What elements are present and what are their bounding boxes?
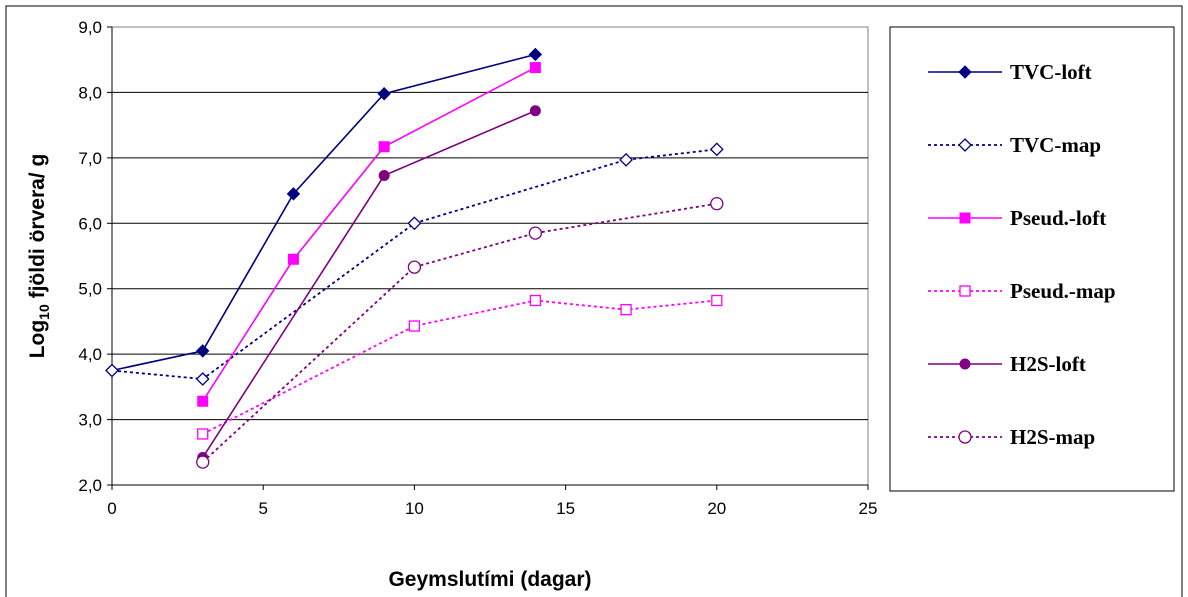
data-point xyxy=(408,320,421,332)
data-point xyxy=(528,47,543,62)
legend-item: TVC-map xyxy=(928,133,1101,157)
legend-label: TVC-loft xyxy=(1010,60,1092,84)
plot-area xyxy=(111,26,869,486)
y-axis-title-main: Log xyxy=(26,320,49,358)
data-point xyxy=(377,87,391,101)
legend: TVC-loft TVC-map Pseud.-loft Pseud.-map H2S-… xyxy=(928,60,1116,449)
y-axis-title: Log10 fjöldi örvera/ g xyxy=(26,154,52,359)
x-tick-labels: 0 5 10 15 20 25 xyxy=(107,499,877,518)
x-tick-label: 10 xyxy=(405,499,424,518)
legend-label: H2S-map xyxy=(1010,425,1095,449)
y-tick-labels: 2,0 3,0 4,0 5,0 6,0 7,0 8,0 9,0 xyxy=(78,18,102,495)
data-point xyxy=(620,304,632,316)
data-point xyxy=(407,260,422,274)
data-point xyxy=(196,455,210,469)
legend-label: Pseud.-loft xyxy=(1010,206,1106,230)
legend-marker xyxy=(958,430,972,444)
legend-item: Pseud.-map xyxy=(928,279,1116,303)
y-tick-label: 7,0 xyxy=(78,149,102,168)
legend-label: TVC-map xyxy=(1010,133,1101,157)
x-tick-label: 15 xyxy=(556,499,575,518)
x-axis-title: Geymslutími (dagar) xyxy=(388,568,591,591)
y-tick-label: 4,0 xyxy=(78,345,102,364)
data-point xyxy=(407,216,422,231)
y-axis-title-rest: fjöldi örvera/ g xyxy=(26,154,49,305)
legend-marker xyxy=(958,138,972,152)
data-point xyxy=(528,226,543,240)
data-point xyxy=(619,152,633,167)
series-h2s-map xyxy=(196,197,724,469)
legend-box xyxy=(889,26,1175,492)
y-tick-label: 3,0 xyxy=(78,411,102,430)
data-point xyxy=(529,62,541,74)
legend-item: Pseud.-loft xyxy=(928,206,1106,230)
x-tick-label: 5 xyxy=(258,499,267,518)
series-pseud-map xyxy=(197,294,723,440)
legend-marker xyxy=(958,65,972,79)
legend-item: H2S-map xyxy=(928,425,1095,449)
legend-marker xyxy=(959,285,971,297)
legend-item: TVC-loft xyxy=(928,60,1092,84)
x-tick-label: 25 xyxy=(859,499,878,518)
data-point xyxy=(286,187,301,201)
y-tick-label: 9,0 xyxy=(78,18,102,37)
y-tick-label: 8,0 xyxy=(78,83,102,102)
data-point xyxy=(105,363,119,378)
data-point xyxy=(197,428,209,440)
data-point xyxy=(378,170,390,182)
series-line xyxy=(111,148,717,380)
series-line xyxy=(202,66,536,402)
legend-marker xyxy=(959,358,971,370)
legend-label: Pseud.-map xyxy=(1010,279,1116,303)
legend-marker xyxy=(959,212,971,224)
x-tick-label: 0 xyxy=(107,499,116,518)
y-axis-title-subscript: 10 xyxy=(36,304,52,320)
data-point xyxy=(195,372,210,386)
axes xyxy=(107,26,869,490)
series-tvc-map xyxy=(105,142,724,386)
data-point xyxy=(711,294,723,307)
data-point xyxy=(710,197,724,211)
data-point xyxy=(197,395,209,407)
y-tick-label: 2,0 xyxy=(78,476,102,495)
data-point xyxy=(378,141,390,153)
legend-label: H2S-loft xyxy=(1010,352,1086,376)
series-pseud-loft xyxy=(197,62,541,407)
x-tick-label: 20 xyxy=(707,499,726,518)
data-point xyxy=(709,142,724,157)
data-point xyxy=(196,344,210,358)
y-tick-label: 5,0 xyxy=(78,280,102,299)
data-point xyxy=(529,294,542,307)
series-layer xyxy=(105,47,724,469)
data-point xyxy=(529,105,541,117)
series-line xyxy=(202,202,717,463)
data-point xyxy=(287,253,299,265)
y-tick-label: 6,0 xyxy=(78,214,102,233)
legend-item: H2S-loft xyxy=(928,352,1086,376)
